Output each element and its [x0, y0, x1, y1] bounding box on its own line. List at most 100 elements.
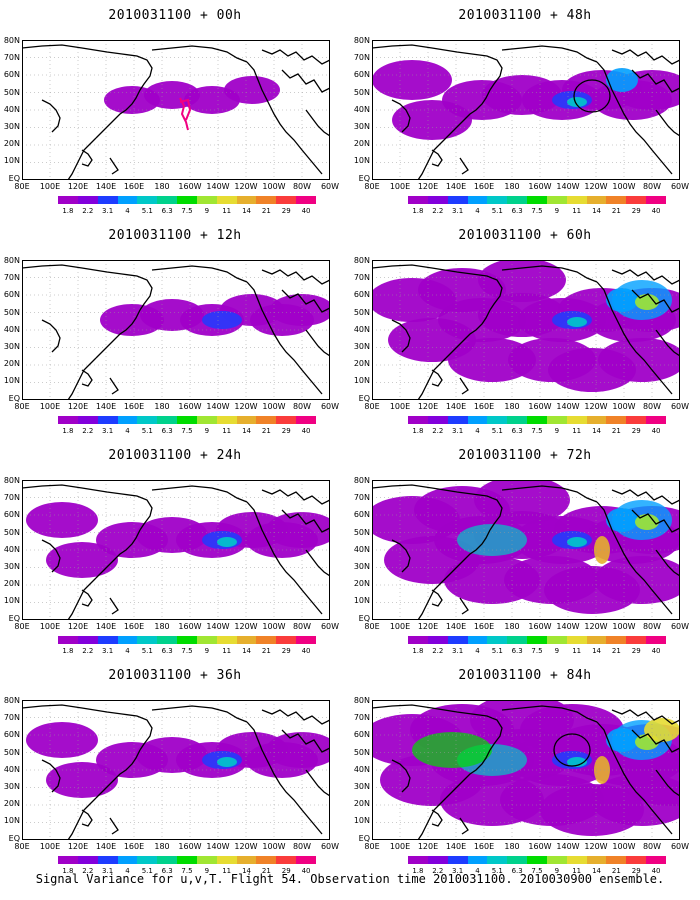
colorbar-label: 7.5	[531, 867, 543, 875]
colorbar-labels: 1.8 2.2 3.1 4 5.1 6.3 7.5 9 11 14 21 29 40	[408, 427, 666, 435]
colorbar-label: 14	[242, 647, 251, 655]
colorbar-labels: 1.8 2.2 3.1 4 5.1 6.3 7.5 9 11 14 21 29 40	[58, 647, 316, 655]
variance-contour-fill	[598, 338, 680, 382]
lon-tick-label: 80W	[642, 182, 662, 191]
lat-tick-label: 40N	[3, 324, 20, 334]
lon-axis: 80E 100E 120E 140E 160E 180 160W 140W 120W 100W 80…	[358, 182, 693, 192]
lon-tick-label: 120W	[584, 842, 608, 851]
coastline	[151, 485, 248, 503]
colorbar-label: 7.5	[181, 647, 193, 655]
lat-tick-label: 40N	[353, 544, 370, 554]
lon-tick-label: 100W	[612, 402, 636, 411]
colorbar-label: 21	[261, 207, 271, 215]
lat-tick-label: 20N	[3, 359, 20, 369]
colorbar-label: 21	[261, 427, 271, 435]
coastline	[655, 329, 680, 357]
variance-contour-fill	[392, 100, 472, 140]
colorbar-label: 3.1	[452, 427, 464, 435]
colorbar-label: 11	[222, 207, 232, 215]
colorbar-swatch	[97, 416, 118, 424]
lon-tick-label: 60W	[320, 402, 340, 411]
coastline	[445, 529, 491, 579]
variance-contour-fill	[567, 537, 587, 547]
colorbar-label: 2.2	[82, 207, 94, 215]
coastline	[431, 809, 443, 827]
coastline	[596, 501, 673, 615]
colorbar-label: 1.8	[62, 867, 74, 875]
coastline	[151, 265, 248, 283]
lon-tick-label: 140W	[206, 182, 230, 191]
coastline	[372, 44, 503, 91]
colorbar-label: 29	[281, 647, 291, 655]
colorbar-swatch	[626, 196, 647, 204]
colorbar-label: 21	[611, 867, 621, 875]
colorbar-label: 40	[651, 427, 661, 435]
colorbar	[408, 196, 666, 204]
colorbar-label: 29	[281, 207, 291, 215]
coastline	[281, 509, 330, 533]
coastline	[655, 769, 680, 797]
lon-axis: 80E 100E 120E 140E 160E 180 160W 140W 120W 100W 80…	[8, 842, 343, 852]
colorbar-label: 2.2	[432, 867, 444, 875]
coastline	[391, 539, 411, 573]
colorbar-label: 1.8	[412, 427, 424, 435]
colorbar-swatch	[546, 636, 567, 644]
region-circle	[553, 733, 591, 767]
coastline	[281, 289, 330, 313]
colorbar-swatch	[276, 636, 297, 644]
coastline	[95, 309, 141, 359]
colorbar-swatch	[216, 196, 237, 204]
lat-tick-label: 10N	[3, 376, 20, 386]
map-frame	[372, 40, 680, 180]
lon-tick-label: 100W	[612, 842, 636, 851]
colorbar-swatch	[58, 636, 78, 644]
lon-tick-label: 180	[154, 182, 170, 191]
colorbar-swatch	[408, 196, 428, 204]
colorbar-swatch	[256, 636, 277, 644]
coastline	[81, 589, 93, 607]
coastline	[417, 797, 447, 840]
colorbar-swatch	[296, 416, 316, 424]
colorbar-swatch	[137, 636, 158, 644]
lat-tick-label: 30N	[3, 122, 20, 131]
colorbar-label: 1.8	[412, 647, 424, 655]
map-frame	[372, 480, 680, 620]
region-circle	[573, 79, 611, 113]
lat-tick-label: 60N	[3, 70, 20, 80]
coastline	[431, 149, 443, 167]
colorbar-swatch	[546, 416, 567, 424]
variance-contour-fill	[217, 537, 237, 547]
lon-tick-label: 80E	[14, 842, 30, 851]
lon-tick-label: 100W	[612, 182, 636, 191]
lon-tick-label: 60W	[320, 622, 340, 631]
lat-tick-label: EQ	[8, 173, 20, 183]
colorbar-label: 7.5	[181, 867, 193, 875]
lon-tick-label: 60W	[670, 402, 690, 411]
lon-tick-label: 80E	[364, 182, 380, 191]
colorbar-swatch	[216, 416, 237, 424]
variance-contour-fill	[520, 704, 624, 756]
colorbar-swatch	[296, 196, 316, 204]
lon-axis: 80E 100E 120E 140E 160E 180 160W 140W 120W 100W 80…	[358, 622, 693, 632]
colorbar-swatch	[487, 196, 508, 204]
colorbar-swatch	[97, 636, 118, 644]
lat-tick-label: 50N	[3, 527, 20, 537]
colorbar-label: 11	[222, 867, 232, 875]
colorbar-swatch	[177, 856, 197, 864]
coastline	[431, 589, 443, 607]
coastline	[246, 501, 323, 615]
colorbar-label: 3.1	[102, 207, 114, 215]
colorbar-swatch	[77, 636, 98, 644]
colorbar-label: 3.1	[102, 647, 114, 655]
colorbar-label: 40	[301, 427, 311, 435]
lat-tick-label: EQ	[8, 833, 20, 843]
colorbar-label: 6.3	[511, 647, 523, 655]
lat-tick-label: 50N	[3, 307, 20, 317]
colorbar-swatch	[117, 856, 138, 864]
colorbar-swatch	[586, 856, 607, 864]
colorbar-swatch	[606, 416, 627, 424]
lat-tick-label: 50N	[353, 87, 370, 97]
colorbar-label: 5.1	[491, 207, 503, 215]
colorbar-label: 14	[592, 647, 601, 655]
lon-tick-label: 100W	[612, 622, 636, 631]
